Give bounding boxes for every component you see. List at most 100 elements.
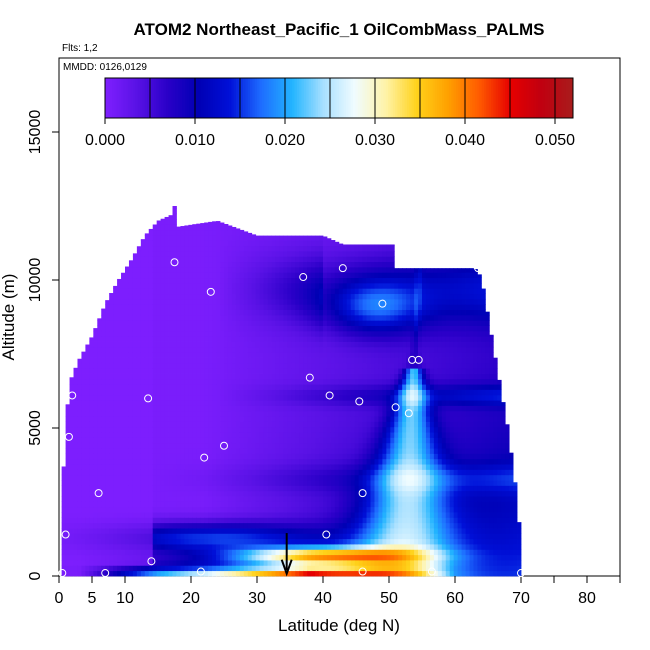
heatmap-cell: [283, 245, 288, 252]
heatmap-cell: [338, 565, 344, 572]
heatmap-cell: [212, 416, 217, 422]
heatmap-cell: [311, 362, 316, 369]
heatmap-cell: [156, 426, 162, 433]
heatmap-cell: [334, 309, 340, 316]
heatmap-cell: [267, 235, 272, 241]
heatmap-cell: [109, 442, 114, 449]
heatmap-cell: [117, 432, 122, 438]
heatmap-cell: [212, 490, 217, 497]
heatmap-cell: [192, 309, 197, 316]
heatmap-cell: [93, 442, 98, 449]
heatmap-cell: [152, 474, 158, 481]
heatmap-cell: [323, 405, 328, 412]
heatmap-cell: [224, 512, 229, 518]
heatmap-cell: [354, 245, 360, 252]
heatmap-cell: [148, 469, 154, 476]
heatmap-cell: [216, 421, 221, 428]
heatmap-cell: [105, 538, 110, 545]
heatmap-cell: [231, 533, 237, 540]
heatmap-cell: [156, 384, 162, 390]
heatmap-cell: [196, 235, 201, 241]
heatmap-cell: [366, 405, 371, 412]
heatmap-cell: [263, 570, 268, 577]
heatmap-cell: [374, 389, 379, 396]
heatmap-cell: [156, 224, 162, 231]
heatmap-cell: [319, 421, 324, 428]
heatmap-cell: [362, 394, 367, 401]
heatmap-cell: [239, 357, 245, 364]
heatmap-cell: [132, 357, 138, 364]
heatmap-cell: [132, 544, 138, 550]
heatmap-cell: [208, 448, 213, 454]
heatmap-cell: [208, 235, 213, 241]
heatmap-cell: [156, 293, 162, 300]
heatmap-cell: [128, 261, 134, 268]
heatmap-cell: [212, 501, 217, 508]
heatmap-cell: [128, 421, 134, 428]
heatmap-cell: [89, 432, 94, 438]
heatmap-cell: [362, 405, 367, 412]
heatmap-cell: [132, 277, 138, 284]
heatmap-cell: [144, 309, 150, 316]
heatmap-cell: [97, 469, 102, 476]
heatmap-cell: [307, 410, 312, 417]
heatmap-cell: [227, 560, 233, 566]
heatmap-cell: [160, 453, 165, 460]
heatmap-cell: [251, 522, 257, 529]
heatmap-cell: [152, 336, 158, 342]
heatmap-cell: [125, 474, 130, 481]
heatmap-cell: [263, 549, 268, 556]
heatmap-cell: [109, 309, 114, 316]
heatmap-cell: [307, 368, 312, 374]
heatmap-cell: [259, 421, 264, 428]
heatmap-cell: [148, 272, 154, 279]
heatmap-cell: [346, 277, 352, 284]
heatmap-cell: [239, 346, 245, 353]
heatmap-cell: [224, 544, 229, 550]
heatmap-cell: [291, 235, 296, 241]
heatmap-cell: [311, 496, 316, 502]
heatmap-cell: [192, 560, 197, 566]
heatmap-cell: [247, 352, 253, 358]
heatmap-cell: [105, 474, 110, 481]
heatmap-cell: [350, 469, 356, 476]
heatmap-cell: [164, 474, 169, 481]
heatmap-cell: [350, 309, 356, 316]
heatmap-cell: [164, 277, 169, 284]
heatmap-cell: [164, 229, 169, 236]
heatmap-cell: [148, 235, 154, 241]
heatmap-cell: [330, 453, 336, 460]
heatmap-cell: [105, 341, 110, 348]
heatmap-cell: [132, 421, 138, 428]
heatmap-cell: [346, 517, 352, 524]
heatmap-cell: [291, 389, 296, 396]
heatmap-cell: [208, 501, 213, 508]
heatmap-cell: [243, 309, 249, 316]
heatmap-cell: [299, 458, 304, 465]
heatmap-cell: [287, 464, 292, 470]
heatmap-cell: [263, 512, 268, 518]
heatmap-cell: [148, 336, 154, 342]
heatmap-cell: [117, 309, 122, 316]
heatmap-cell: [148, 480, 154, 486]
heatmap-cell: [299, 368, 304, 374]
heatmap-cell: [69, 517, 74, 524]
heatmap-cell: [196, 357, 201, 364]
heatmap-cell: [160, 282, 165, 289]
heatmap-cell: [283, 533, 288, 540]
heatmap-cell: [299, 421, 304, 428]
heatmap-cell: [200, 538, 205, 545]
heatmap-cell: [208, 528, 213, 534]
heatmap-cell: [287, 410, 292, 417]
heatmap-cell: [326, 442, 332, 449]
heatmap-cell: [338, 512, 344, 518]
heatmap-cell: [382, 325, 387, 332]
heatmap-cell: [152, 394, 158, 401]
heatmap-cell: [172, 458, 177, 465]
heatmap-cell: [216, 437, 221, 444]
heatmap-cell: [362, 480, 367, 486]
heatmap-cell: [105, 357, 110, 364]
heatmap-cell: [350, 282, 356, 289]
heatmap-cell: [196, 330, 201, 337]
heatmap-cell: [172, 206, 177, 209]
